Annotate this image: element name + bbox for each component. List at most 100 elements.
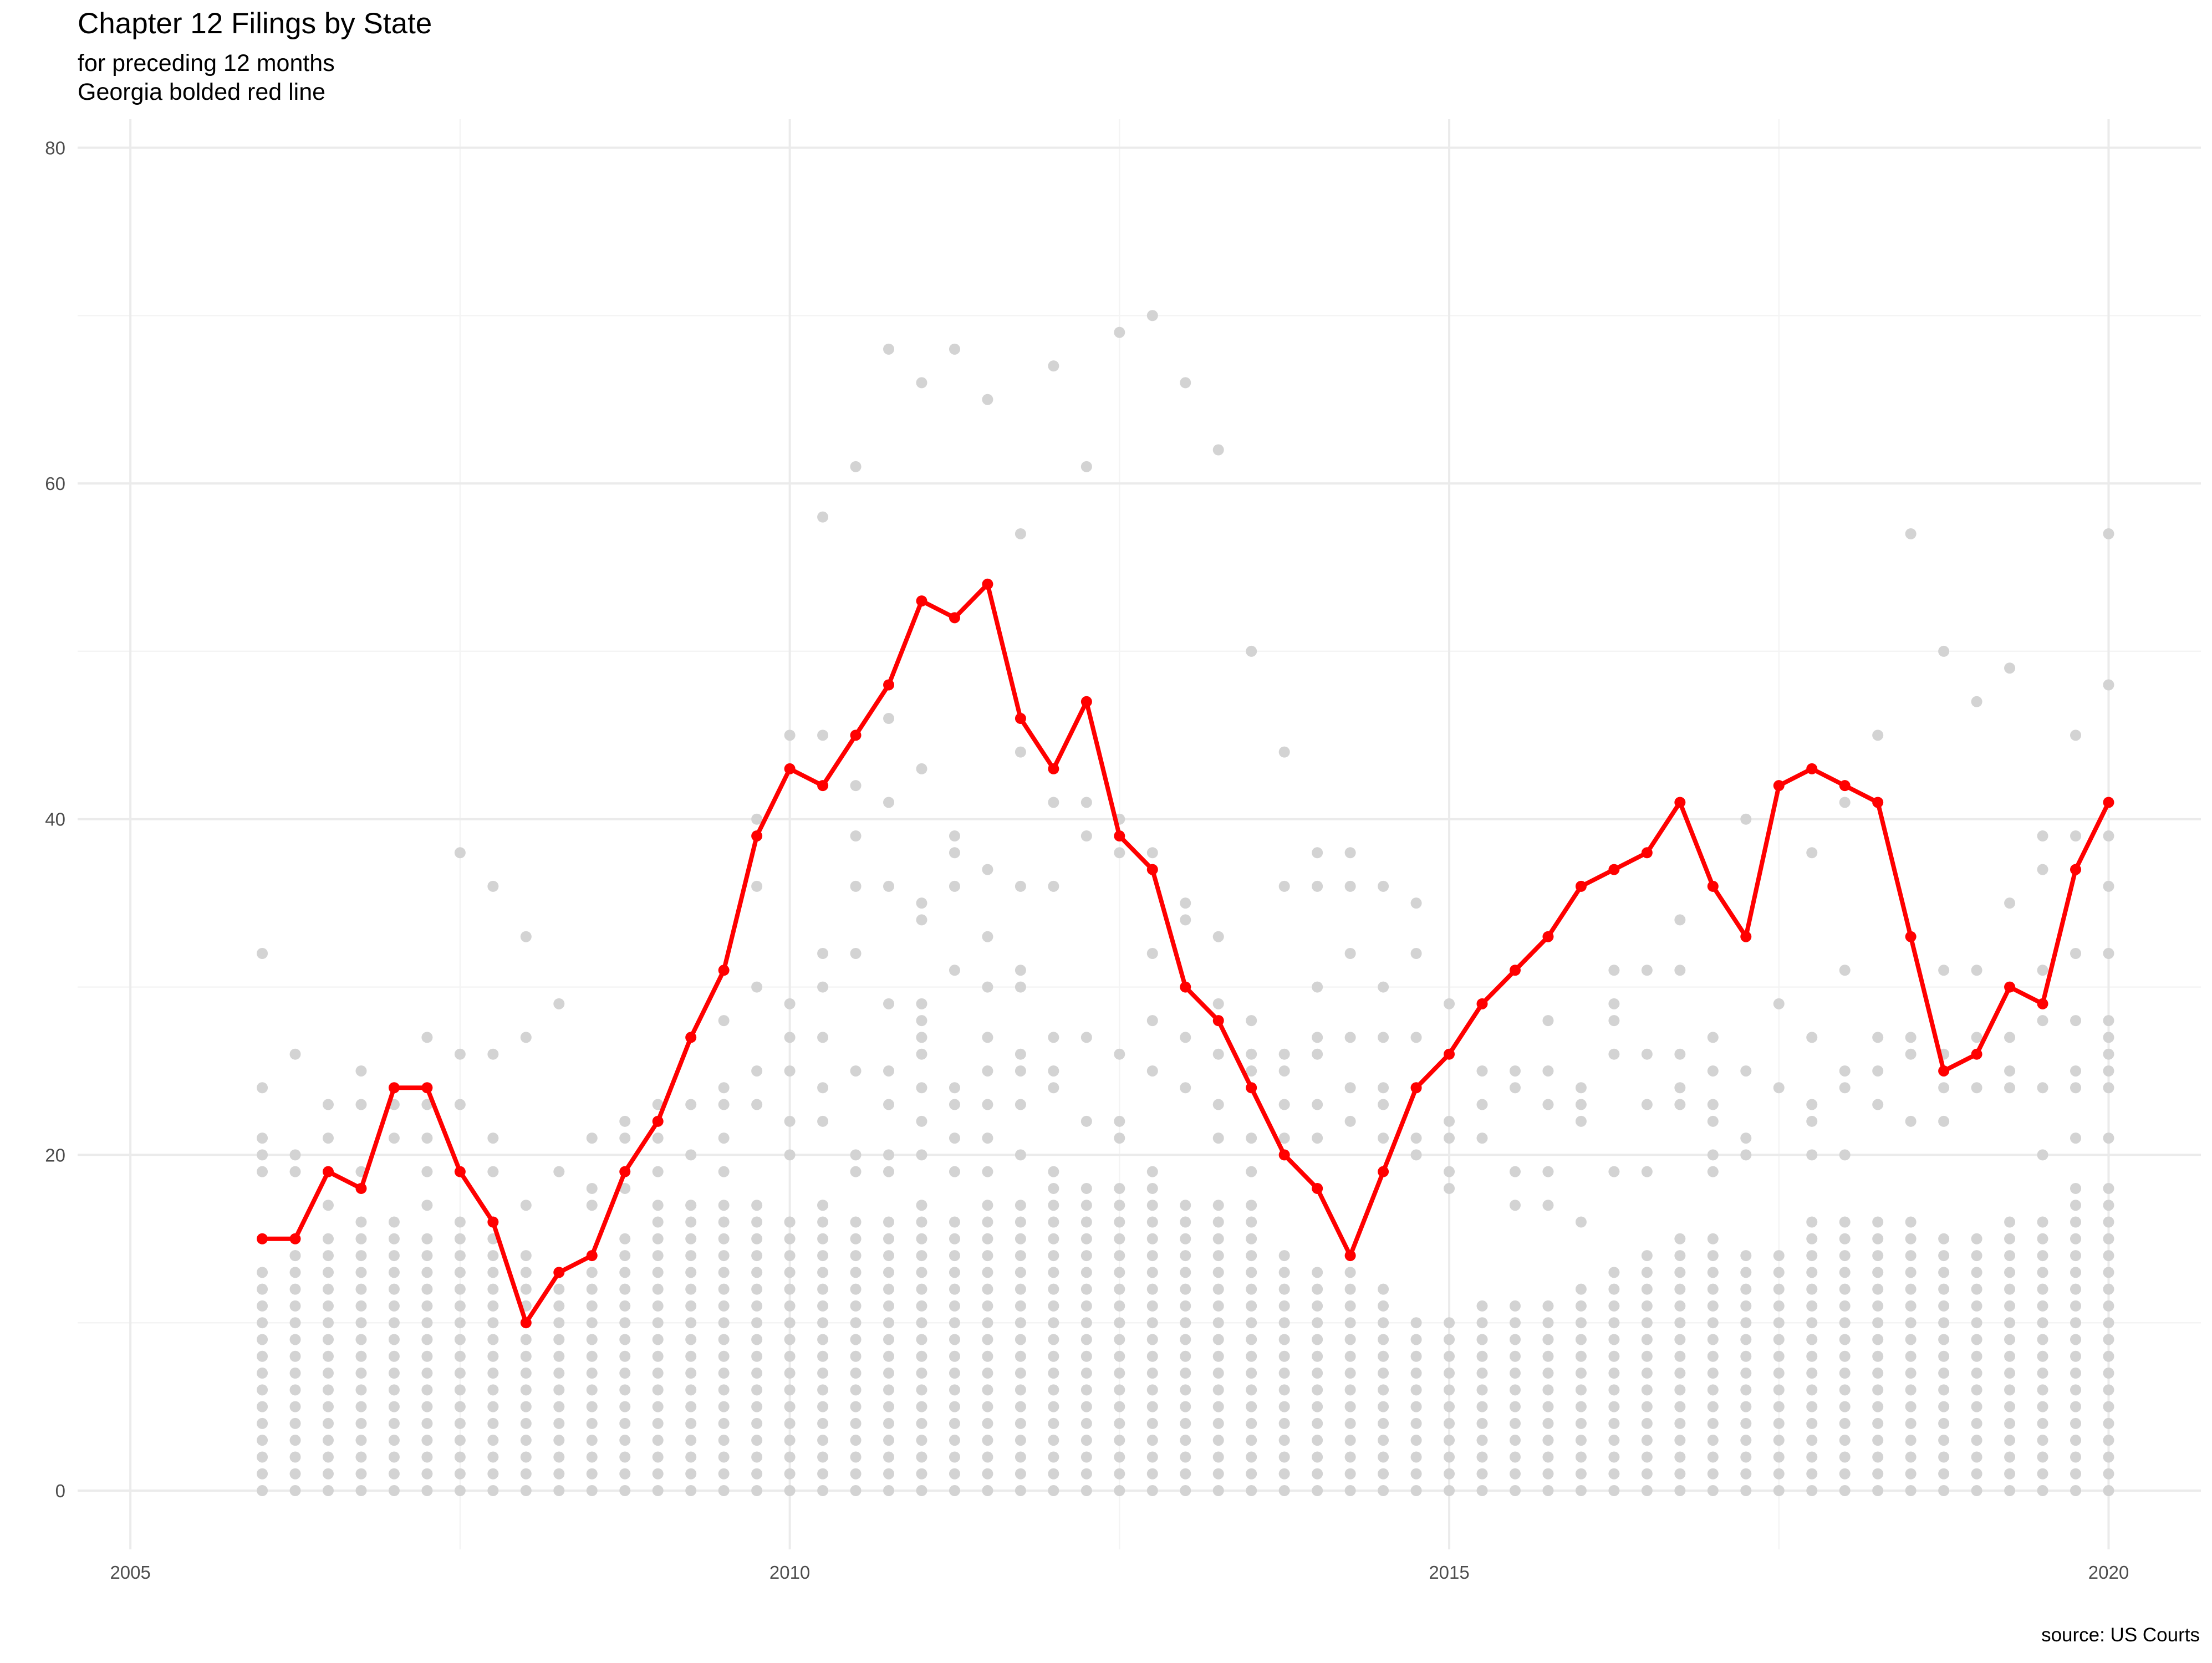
state-point	[1146, 1182, 1158, 1194]
state-point	[1806, 1233, 1818, 1244]
state-point	[1278, 1065, 1290, 1077]
state-point	[883, 1468, 895, 1480]
state-point	[1542, 1015, 1554, 1027]
state-point	[949, 1417, 960, 1429]
state-point	[1641, 965, 1653, 976]
state-point	[718, 1166, 730, 1177]
state-point	[883, 998, 895, 1009]
georgia-point	[388, 1082, 400, 1094]
state-point	[1048, 1200, 1059, 1211]
state-point	[718, 1485, 730, 1497]
georgia-point	[619, 1166, 631, 1177]
state-point	[1114, 1200, 1125, 1211]
state-point	[2103, 1200, 2114, 1211]
state-point	[1971, 1468, 1982, 1480]
georgia-point	[916, 595, 927, 607]
state-point	[817, 1368, 829, 1379]
state-point	[1938, 1317, 1950, 1329]
state-point	[1542, 1485, 1554, 1497]
state-point	[2037, 965, 2048, 976]
state-point	[1905, 1216, 1917, 1228]
state-point	[916, 1485, 927, 1497]
state-point	[1575, 1417, 1587, 1429]
state-point	[1740, 1384, 1752, 1396]
state-point	[949, 343, 960, 355]
state-point	[1575, 1401, 1587, 1412]
state-point	[2103, 1401, 2114, 1412]
state-point	[1905, 1334, 1917, 1345]
state-point	[784, 1384, 796, 1396]
state-point	[1146, 1485, 1158, 1497]
state-point	[982, 1250, 993, 1262]
state-point	[850, 1250, 862, 1262]
state-point	[1344, 1468, 1356, 1480]
state-point	[1378, 1485, 1389, 1497]
state-point	[784, 730, 796, 741]
state-point	[1509, 1435, 1521, 1446]
state-point	[817, 1115, 829, 1127]
state-point	[1608, 1451, 1620, 1463]
state-point	[1080, 1182, 1092, 1194]
state-point	[784, 1032, 796, 1043]
state-point	[718, 1451, 730, 1463]
state-point	[1246, 1368, 1257, 1379]
georgia-point	[1608, 864, 1620, 875]
state-point	[1575, 1115, 1587, 1127]
state-point	[949, 1233, 960, 1244]
state-point	[1080, 1200, 1092, 1211]
state-point	[1048, 1417, 1059, 1429]
state-point	[784, 1300, 796, 1312]
state-point	[1278, 1485, 1290, 1497]
georgia-point	[1015, 713, 1026, 725]
state-point	[1641, 1485, 1653, 1497]
state-point	[1246, 1485, 1257, 1497]
state-point	[1674, 1401, 1686, 1412]
state-point	[784, 1451, 796, 1463]
state-point	[2004, 1216, 2016, 1228]
state-point	[1180, 1401, 1191, 1412]
state-point	[850, 1149, 862, 1161]
state-point	[685, 1334, 697, 1345]
state-point	[652, 1250, 664, 1262]
state-point	[751, 1267, 763, 1278]
state-point	[1146, 1300, 1158, 1312]
state-point	[1905, 1384, 1917, 1396]
state-point	[1378, 1082, 1389, 1094]
state-point	[817, 1468, 829, 1480]
state-point	[1872, 1317, 1884, 1329]
state-point	[1048, 1485, 1059, 1497]
state-point	[2004, 1485, 2016, 1497]
state-point	[1839, 1417, 1851, 1429]
state-point	[1312, 1435, 1323, 1446]
state-point	[520, 1417, 532, 1429]
state-point	[1278, 1250, 1290, 1262]
state-point	[1344, 1401, 1356, 1412]
state-point	[1641, 1435, 1653, 1446]
state-point	[1278, 1300, 1290, 1312]
state-point	[487, 1350, 499, 1362]
state-point	[553, 1417, 565, 1429]
georgia-point	[586, 1250, 598, 1262]
state-point	[322, 1368, 334, 1379]
state-point	[916, 1417, 927, 1429]
state-point	[1378, 1451, 1389, 1463]
state-point	[1872, 1334, 1884, 1345]
state-point	[751, 1384, 763, 1396]
state-point	[1048, 1317, 1059, 1329]
state-point	[751, 1435, 763, 1446]
state-point	[2037, 1485, 2048, 1497]
state-point	[1212, 1368, 1224, 1379]
state-point	[1080, 1334, 1092, 1345]
state-point	[454, 1384, 466, 1396]
state-point	[1674, 1283, 1686, 1295]
state-point	[1212, 1250, 1224, 1262]
state-point	[1312, 1133, 1323, 1144]
state-point	[388, 1300, 400, 1312]
state-point	[2103, 1065, 2114, 1077]
state-point	[949, 847, 960, 859]
state-point	[1278, 1451, 1290, 1463]
state-point	[1048, 1216, 1059, 1228]
state-point	[1048, 1250, 1059, 1262]
georgia-point	[1641, 847, 1653, 859]
state-point	[817, 1485, 829, 1497]
